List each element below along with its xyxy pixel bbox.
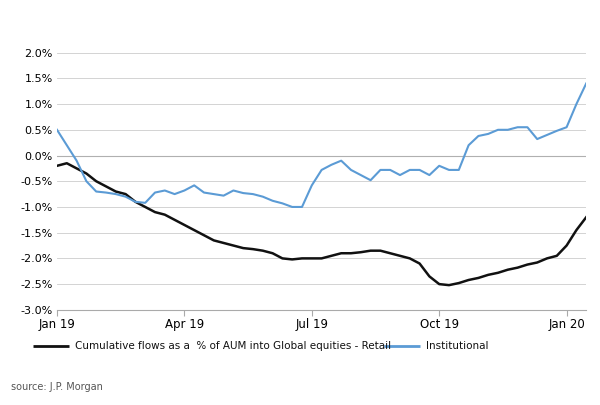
Text: Cumulative fund flows into global equity funds: Cumulative fund flows into global equity… (11, 14, 507, 33)
Text: Cumulative flows as a  % of AUM into Global equities - Retail: Cumulative flows as a % of AUM into Glob… (75, 341, 391, 352)
Text: Institutional: Institutional (426, 341, 488, 352)
Text: source: J.P. Morgan: source: J.P. Morgan (11, 382, 103, 392)
